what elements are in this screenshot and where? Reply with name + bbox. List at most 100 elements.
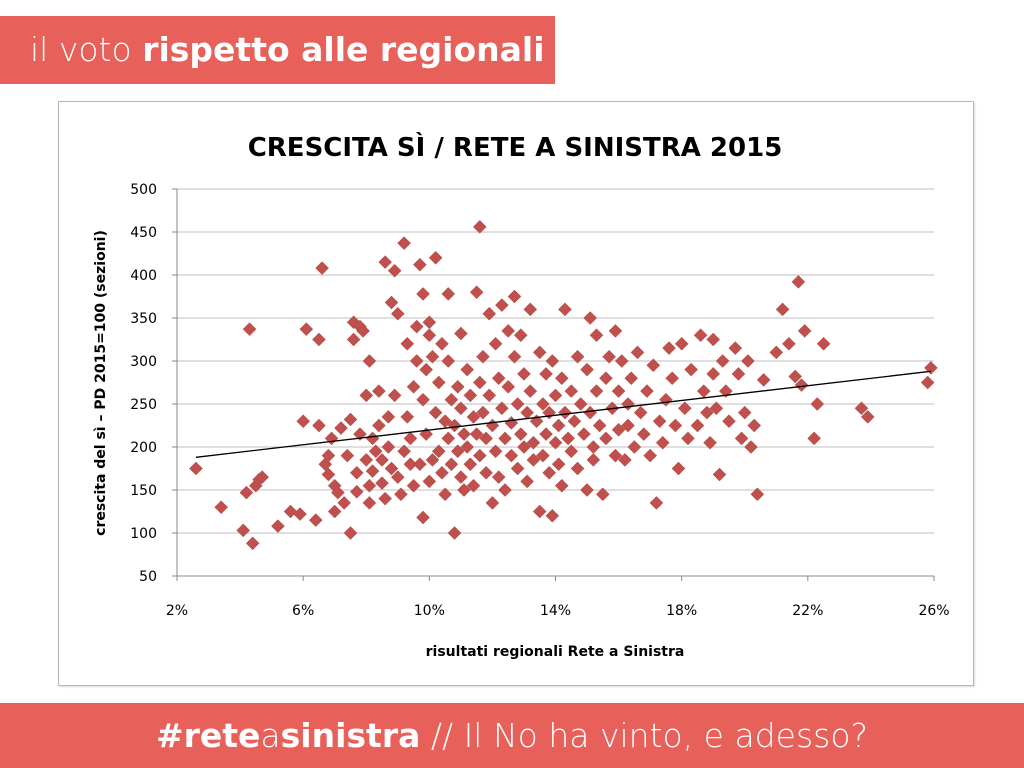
data-point (700, 405, 714, 420)
data-point (315, 261, 329, 275)
data-point (482, 388, 497, 403)
data-point (466, 478, 481, 493)
data-point (599, 431, 613, 446)
data-point (416, 287, 430, 301)
data-point (621, 397, 635, 411)
data-point (573, 397, 588, 411)
data-point (463, 388, 478, 403)
data-point (431, 375, 446, 390)
footer-hashtag-sinistra: sinistra (280, 716, 421, 755)
data-point (239, 485, 254, 500)
data-point (324, 431, 339, 446)
data-point (652, 414, 667, 429)
data-point (431, 444, 446, 459)
data-point (255, 470, 270, 484)
data-point (621, 418, 635, 433)
data-point (438, 487, 452, 502)
data-point (425, 453, 440, 467)
data-point (782, 336, 796, 351)
data-point (791, 275, 806, 289)
data-point (378, 491, 393, 506)
data-point (321, 467, 336, 482)
data-point (611, 384, 626, 398)
data-point (491, 470, 506, 484)
data-point (551, 457, 566, 472)
data-point (485, 418, 500, 433)
data-point (242, 322, 257, 337)
data-point (397, 236, 411, 251)
data-point (365, 431, 380, 446)
data-point (586, 453, 601, 467)
data-point (526, 453, 541, 467)
data-point (189, 461, 203, 476)
data-point (331, 485, 345, 500)
data-point (554, 478, 569, 493)
data-point (466, 410, 481, 424)
data-point (409, 354, 424, 368)
data-point (384, 461, 399, 476)
data-point (312, 418, 326, 433)
data-point (454, 401, 468, 416)
data-point (649, 496, 664, 510)
data-point (422, 474, 437, 489)
data-point (611, 422, 626, 437)
data-point (558, 405, 572, 420)
data-point (668, 418, 683, 433)
data-point (419, 362, 434, 377)
slide-title-banner: il voto rispetto alle regionali (0, 16, 555, 84)
data-point (457, 483, 471, 497)
trendline (195, 370, 931, 458)
data-point (570, 349, 585, 364)
x-tick-label: 6% (292, 603, 314, 619)
data-point (296, 414, 311, 429)
data-point (308, 513, 323, 527)
data-point (526, 435, 541, 450)
data-point (457, 427, 471, 441)
data-point (523, 302, 538, 317)
data-point (349, 484, 364, 499)
x-tick-label: 14% (540, 603, 571, 619)
data-point (495, 401, 509, 416)
y-tick-label: 100 (130, 526, 157, 542)
data-point (476, 349, 490, 364)
data-point (624, 371, 639, 386)
data-point (539, 427, 553, 441)
data-point (810, 397, 825, 411)
data-point (463, 457, 478, 472)
data-point (450, 444, 465, 459)
data-point (595, 487, 610, 502)
slide-title-prefix: il voto (30, 30, 132, 69)
data-point (488, 336, 503, 351)
data-point (523, 384, 538, 398)
data-point (390, 306, 405, 321)
footer-banner: #reteasinistra // Il No ha vinto, e ades… (0, 703, 1024, 768)
data-point (501, 324, 516, 338)
data-point (214, 500, 229, 515)
data-point (558, 302, 572, 317)
y-tick-label: 250 (130, 397, 157, 413)
data-point (589, 384, 604, 398)
data-point (375, 476, 389, 490)
data-point (592, 418, 607, 433)
x-tick-label: 18% (666, 603, 697, 619)
data-point (564, 444, 579, 459)
data-point (741, 354, 755, 368)
data-point (447, 418, 462, 433)
data-point (479, 431, 493, 446)
data-point (510, 461, 525, 476)
data-point (677, 401, 692, 416)
data-point (520, 474, 534, 489)
data-point (444, 457, 459, 472)
data-point (722, 414, 736, 429)
data-point (299, 322, 314, 337)
y-axis-label: crescita del sì – PD 2015=100 (sezioni) (93, 230, 109, 536)
data-point (532, 345, 547, 360)
data-point (750, 487, 765, 502)
data-point (854, 401, 869, 416)
data-point (422, 328, 437, 343)
y-tick-label: 350 (130, 311, 157, 327)
data-point (384, 295, 399, 310)
data-point (703, 435, 717, 450)
data-point (545, 354, 560, 368)
data-point (536, 397, 550, 411)
